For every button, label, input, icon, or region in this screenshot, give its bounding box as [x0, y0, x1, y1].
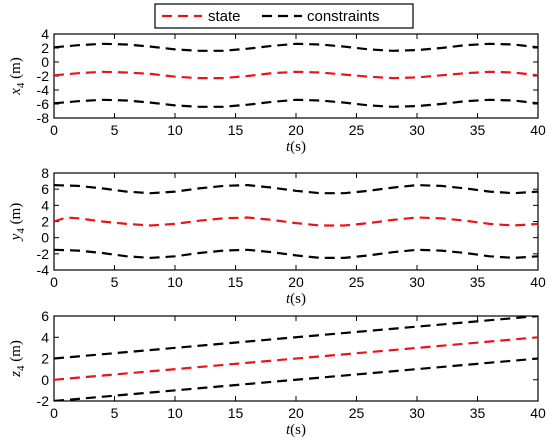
y-tick-label: -6 [37, 96, 50, 112]
x-axis-label: t(s) [286, 291, 306, 307]
x-tick-label: 25 [349, 405, 365, 421]
y-tick-label: -8 [37, 110, 50, 126]
y-tick-label: -2 [37, 393, 50, 409]
x-tick-label: 10 [167, 405, 183, 421]
x-tick-label: 40 [530, 405, 546, 421]
y-axis-label: z4 (m) [8, 340, 27, 378]
x-tick-label: 40 [530, 274, 546, 290]
y-tick-label: 2 [41, 351, 49, 367]
legend-state-label: state [208, 8, 241, 25]
x-tick-label: 30 [409, 274, 425, 290]
series-constraints-line [54, 357, 538, 401]
y-tick-label: 0 [41, 54, 49, 70]
series-state-line [54, 70, 538, 80]
x-axis-label: t(s) [286, 422, 306, 438]
x-tick-label: 40 [530, 122, 546, 138]
x-tick-label: 35 [470, 405, 486, 421]
x-tick-label: 0 [50, 405, 58, 421]
legend-constraints-label: constraints [307, 8, 380, 25]
axes-box [53, 33, 539, 119]
series-constraints-line [54, 248, 538, 259]
y-tick-label: 8 [41, 165, 49, 181]
y-tick-label: 6 [41, 308, 49, 324]
y-tick-label: 2 [41, 40, 49, 56]
x-tick-label: 20 [288, 274, 304, 290]
x-tick-label: 5 [111, 274, 119, 290]
x-tick-label: 20 [288, 405, 304, 421]
x-tick-label: 5 [111, 122, 119, 138]
x-tick-label: 30 [409, 122, 425, 138]
y-tick-label: 6 [41, 181, 49, 197]
x-tick-label: 25 [349, 274, 365, 290]
x-tick-label: 15 [228, 274, 244, 290]
y-tick-label: -4 [37, 82, 50, 98]
y-tick-label: 0 [41, 230, 49, 246]
y-axis-label: x4 (m) [8, 57, 27, 96]
x-axis-label: t(s) [286, 139, 306, 155]
x-tick-label: 35 [470, 122, 486, 138]
x-tick-label: 25 [349, 122, 365, 138]
y-tick-label: -2 [37, 68, 50, 84]
x-tick-label: 15 [228, 405, 244, 421]
y-tick-label: 4 [41, 329, 49, 345]
y-tick-label: 0 [41, 372, 49, 388]
x-tick-label: 30 [409, 405, 425, 421]
x-tick-label: 10 [167, 122, 183, 138]
x-tick-label: 0 [50, 274, 58, 290]
series-constraints-line [54, 98, 538, 108]
y-tick-label: -2 [37, 246, 50, 262]
x-tick-label: 0 [50, 122, 58, 138]
series-constraints-line [54, 316, 538, 360]
y-tick-label: 4 [41, 26, 49, 42]
series-constraints-line [54, 184, 538, 195]
series-constraints-line [54, 42, 538, 52]
x-tick-label: 35 [470, 274, 486, 290]
y-tick-label: -4 [37, 262, 50, 278]
legend: state constraints [154, 3, 414, 29]
x-tick-label: 20 [288, 122, 304, 138]
x-tick-label: 15 [228, 122, 244, 138]
series-state-line [54, 216, 538, 227]
y-tick-label: 4 [41, 197, 49, 213]
x-tick-label: 10 [167, 274, 183, 290]
series-state-line [54, 336, 538, 381]
y-axis-label: y4 (m) [8, 203, 27, 243]
x-tick-label: 5 [111, 405, 119, 421]
y-tick-label: 2 [41, 214, 49, 230]
